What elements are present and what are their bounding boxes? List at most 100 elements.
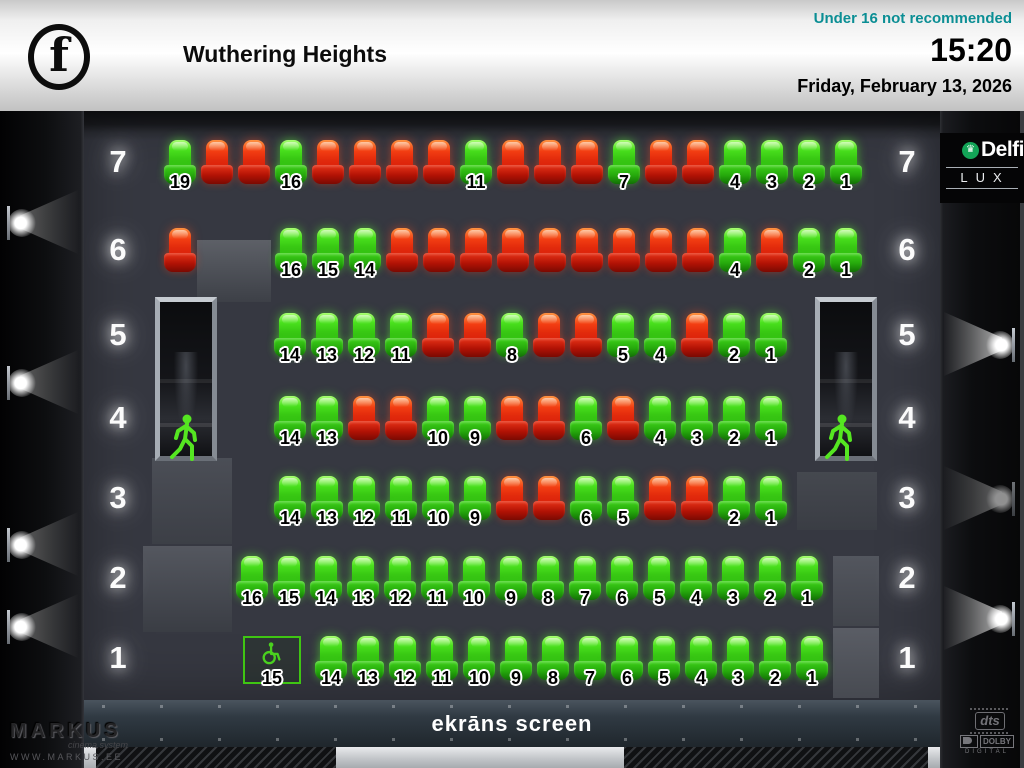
seat-5-11[interactable]: 11 [384,313,418,364]
seat-taken [569,313,603,359]
seat-1-2[interactable]: 2 [758,636,792,687]
seat-7-11[interactable]: 11 [459,140,493,191]
seat-2-4[interactable]: 4 [679,556,713,607]
seat-1-6[interactable]: 6 [610,636,644,687]
seat-2-16[interactable]: 16 [235,556,269,607]
seat-back [653,636,675,666]
seat-1-3[interactable]: 3 [721,636,755,687]
seat-5-4[interactable]: 4 [643,313,677,364]
seat-1-11[interactable]: 11 [425,636,459,687]
seat-taken [237,140,271,186]
seat-7-4[interactable]: 4 [718,140,752,191]
seat-3-1[interactable]: 1 [754,476,788,527]
seat-1-7[interactable]: 7 [573,636,607,687]
seat-6-4[interactable]: 4 [718,228,752,279]
seat-5-12[interactable]: 12 [347,313,381,364]
seat-taken [385,140,419,186]
seat-6-14[interactable]: 14 [348,228,382,279]
seat-2-11[interactable]: 11 [420,556,454,607]
seat-3-6[interactable]: 6 [569,476,603,527]
seat-7-16[interactable]: 16 [274,140,308,191]
seat-7-3[interactable]: 3 [755,140,789,191]
seat-3-9[interactable]: 9 [458,476,492,527]
seat-base [348,338,380,357]
seat-base [755,501,787,520]
seat-taken [680,476,714,522]
seat-back [243,140,265,170]
seat-6-1[interactable]: 1 [829,228,863,279]
seat-4-14[interactable]: 14 [273,396,307,447]
seat-taken [495,396,529,442]
seat-back [760,313,782,343]
seat-2-10[interactable]: 10 [457,556,491,607]
seat-2-5[interactable]: 5 [642,556,676,607]
seat-1-1[interactable]: 1 [795,636,829,687]
seat-1-14[interactable]: 14 [314,636,348,687]
seat-2-7[interactable]: 7 [568,556,602,607]
seat-base [537,661,569,680]
seat-5-13[interactable]: 13 [310,313,344,364]
seat-6-16[interactable]: 16 [274,228,308,279]
seat-4-3[interactable]: 3 [680,396,714,447]
seat-1-5[interactable]: 5 [647,636,681,687]
seat-2-8[interactable]: 8 [531,556,565,607]
seat-base [495,581,527,600]
seat-back [354,140,376,170]
seat-3-5[interactable]: 5 [606,476,640,527]
seat-back [835,228,857,258]
seat-5-8[interactable]: 8 [495,313,529,364]
seat-6-15[interactable]: 15 [311,228,345,279]
seat-base [348,421,380,440]
seat-back [353,396,375,426]
seat-2-12[interactable]: 12 [383,556,417,607]
seat-2-9[interactable]: 9 [494,556,528,607]
seat-base [718,421,750,440]
seat-number: 13 [357,668,379,688]
seat-7-19[interactable]: 19 [163,140,197,191]
seat-7-2[interactable]: 2 [792,140,826,191]
seat-back [316,313,338,343]
seat-2-14[interactable]: 14 [309,556,343,607]
seat-3-14[interactable]: 14 [273,476,307,527]
seat-4-4[interactable]: 4 [643,396,677,447]
seat-5-5[interactable]: 5 [606,313,640,364]
seat-1-8[interactable]: 8 [536,636,570,687]
seat-4-9[interactable]: 9 [458,396,492,447]
seat-4-2[interactable]: 2 [717,396,751,447]
seat-base [311,338,343,357]
seat-2-13[interactable]: 13 [346,556,380,607]
seat-number: 4 [695,668,707,688]
seat-taken [570,228,604,274]
seat-3-2[interactable]: 2 [717,476,751,527]
seat-5-2[interactable]: 2 [717,313,751,364]
seat-3-13[interactable]: 13 [310,476,344,527]
seat-1-12[interactable]: 12 [388,636,422,687]
seat-4-6[interactable]: 6 [569,396,603,447]
seat-5-1[interactable]: 1 [754,313,788,364]
seat-1-9[interactable]: 9 [499,636,533,687]
seat-number: 7 [618,172,630,192]
seat-4-10[interactable]: 10 [421,396,455,447]
seat-3-11[interactable]: 11 [384,476,418,527]
seat-1-13[interactable]: 13 [351,636,385,687]
seat-4-1[interactable]: 1 [754,396,788,447]
seat-6-2[interactable]: 2 [792,228,826,279]
seat-7-1[interactable]: 1 [829,140,863,191]
seat-2-2[interactable]: 2 [753,556,787,607]
seat-2-3[interactable]: 3 [716,556,750,607]
seat-3-12[interactable]: 12 [347,476,381,527]
seat-back [727,636,749,666]
seat-1-10[interactable]: 10 [462,636,496,687]
seat-2-15[interactable]: 15 [272,556,306,607]
seat-2-6[interactable]: 6 [605,556,639,607]
seat-3-10[interactable]: 10 [421,476,455,527]
seat-back [241,556,263,586]
seat-7-7[interactable]: 7 [607,140,641,191]
seat-4-13[interactable]: 13 [310,396,344,447]
seat-base [719,165,751,184]
seat-1-4[interactable]: 4 [684,636,718,687]
seat-5-14[interactable]: 14 [273,313,307,364]
seat-back [501,313,523,343]
wheelchair-seat-1-15[interactable]: 15 [243,636,301,687]
seat-2-1[interactable]: 1 [790,556,824,607]
